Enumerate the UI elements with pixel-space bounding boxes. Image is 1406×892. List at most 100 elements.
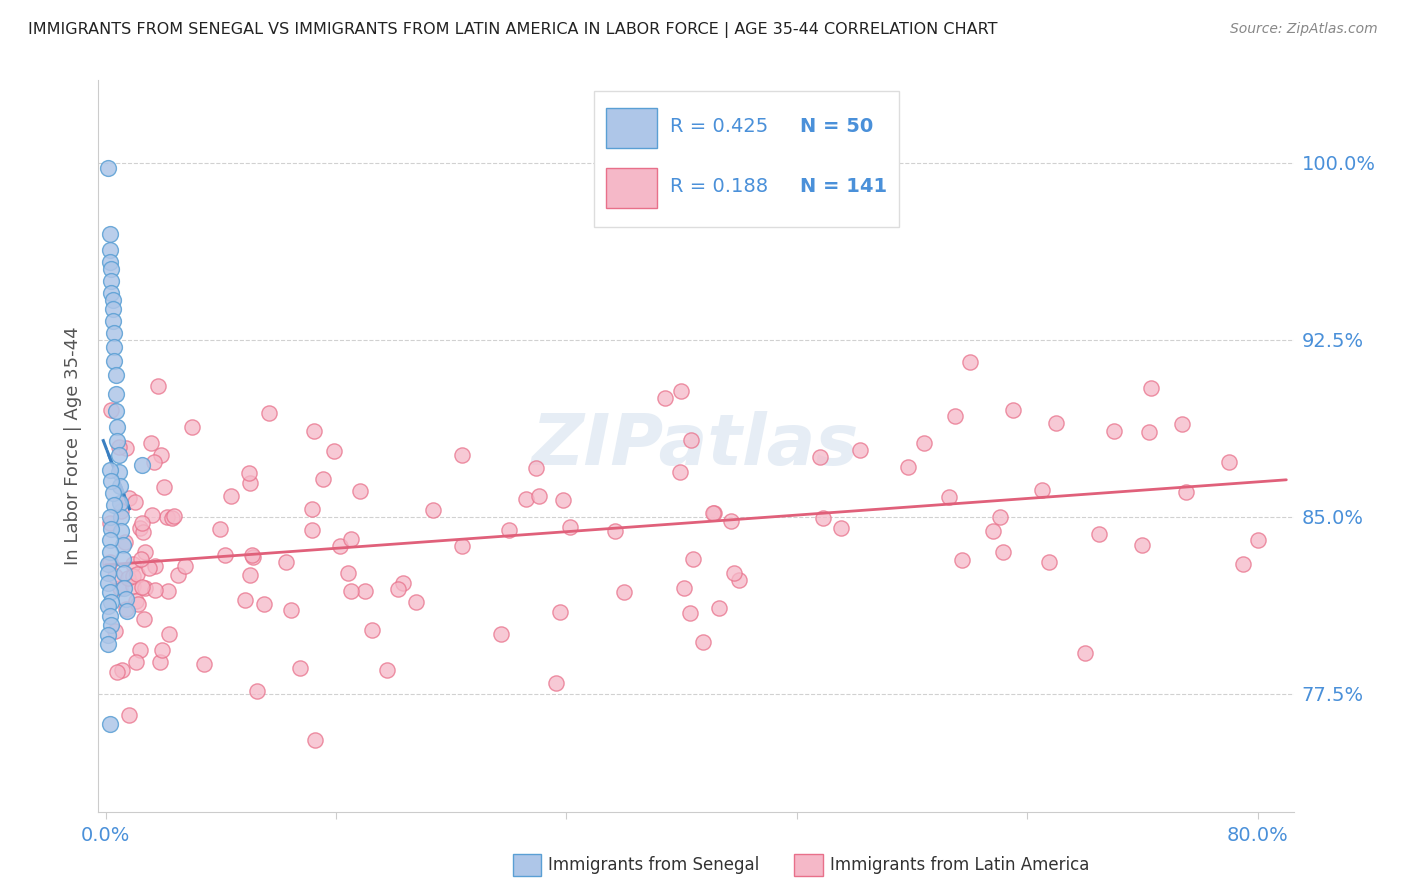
Point xyxy=(103,498,125,512)
Point xyxy=(259,406,281,420)
Point xyxy=(139,436,162,450)
Point xyxy=(340,532,363,546)
Point xyxy=(830,521,852,535)
Point xyxy=(97,628,120,642)
Point xyxy=(560,519,582,533)
Point xyxy=(544,676,567,690)
Point xyxy=(349,484,371,499)
Point xyxy=(692,635,714,649)
Point xyxy=(103,340,125,354)
Point xyxy=(143,583,166,598)
Point xyxy=(104,624,127,638)
Point xyxy=(301,502,323,516)
Point xyxy=(240,548,263,562)
Point xyxy=(336,566,359,580)
Point xyxy=(1038,555,1060,569)
Point xyxy=(703,506,725,520)
Point xyxy=(131,580,153,594)
Point xyxy=(97,575,120,590)
Point xyxy=(141,508,163,522)
Point xyxy=(391,576,413,591)
Text: Source: ZipAtlas.com: Source: ZipAtlas.com xyxy=(1230,22,1378,37)
Point xyxy=(246,684,269,698)
Point xyxy=(98,227,121,241)
Point xyxy=(208,522,231,536)
Point xyxy=(156,509,179,524)
Point xyxy=(111,538,134,552)
Point xyxy=(896,460,918,475)
Point xyxy=(174,558,197,573)
Point xyxy=(991,545,1014,559)
Point xyxy=(98,585,121,599)
Point xyxy=(709,601,731,615)
Point xyxy=(131,516,153,530)
Point xyxy=(101,314,124,328)
Point xyxy=(166,568,188,582)
Point xyxy=(100,402,122,417)
Point xyxy=(114,602,136,616)
Text: IMMIGRANTS FROM SENEGAL VS IMMIGRANTS FROM LATIN AMERICA IN LABOR FORCE | AGE 35: IMMIGRANTS FROM SENEGAL VS IMMIGRANTS FR… xyxy=(28,22,998,38)
Point xyxy=(100,475,122,489)
Point xyxy=(110,509,132,524)
Point xyxy=(100,262,122,277)
Point xyxy=(679,433,702,447)
Point xyxy=(97,557,120,571)
Point xyxy=(157,584,180,599)
Point xyxy=(938,490,960,504)
Point xyxy=(527,489,550,503)
Point xyxy=(121,579,143,593)
Point xyxy=(97,599,120,614)
Point xyxy=(1232,557,1254,571)
FancyBboxPatch shape xyxy=(606,108,657,148)
Point xyxy=(450,540,472,554)
Point xyxy=(101,486,124,500)
FancyBboxPatch shape xyxy=(606,168,657,209)
Point xyxy=(233,593,256,607)
Point xyxy=(669,384,692,398)
Point xyxy=(603,524,626,538)
Point xyxy=(108,479,131,493)
Point xyxy=(124,495,146,509)
Point xyxy=(149,655,172,669)
Point xyxy=(121,569,143,583)
Point xyxy=(98,243,121,257)
Point xyxy=(912,435,935,450)
Point xyxy=(110,524,132,538)
Point xyxy=(323,444,346,458)
Point xyxy=(122,558,145,572)
Point xyxy=(104,403,127,417)
Point xyxy=(101,293,124,307)
Point xyxy=(848,443,870,458)
Y-axis label: In Labor Force | Age 35-44: In Labor Force | Age 35-44 xyxy=(65,326,83,566)
Point xyxy=(1045,416,1067,430)
Point xyxy=(104,387,127,401)
Point xyxy=(450,449,472,463)
Point xyxy=(132,524,155,539)
Point xyxy=(1137,425,1160,440)
Point xyxy=(422,503,444,517)
Point xyxy=(114,534,136,549)
Point xyxy=(302,424,325,438)
Point xyxy=(129,552,152,566)
Point xyxy=(125,566,148,581)
Point xyxy=(160,511,183,525)
Point xyxy=(98,462,121,476)
Point xyxy=(98,555,121,569)
Point xyxy=(100,618,122,632)
Point xyxy=(329,539,352,553)
Point xyxy=(112,566,135,581)
Text: N = 50: N = 50 xyxy=(800,117,873,136)
Point xyxy=(239,568,262,582)
Point xyxy=(115,604,138,618)
Point xyxy=(682,551,704,566)
Point xyxy=(108,581,131,595)
Point xyxy=(98,255,121,269)
Point xyxy=(723,566,745,580)
Point xyxy=(702,506,724,520)
Point xyxy=(104,368,127,383)
Text: ZIPatlas: ZIPatlas xyxy=(533,411,859,481)
Point xyxy=(103,326,125,340)
Point xyxy=(1102,425,1125,439)
Point xyxy=(98,509,121,524)
Point xyxy=(672,581,695,595)
